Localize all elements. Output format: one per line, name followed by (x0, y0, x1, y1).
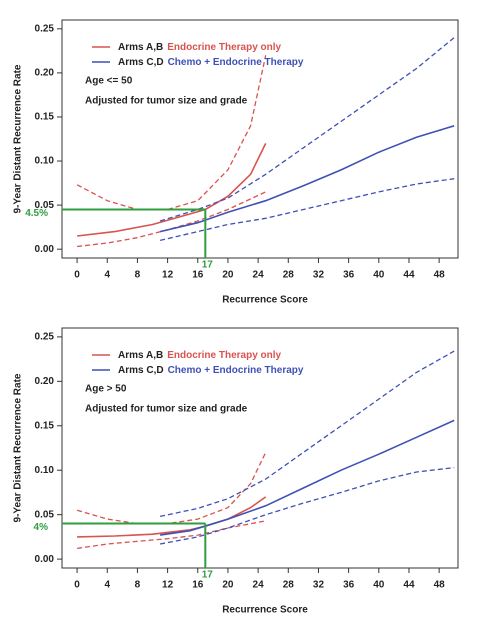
x-tick-label: 44 (403, 270, 415, 281)
legend-group: Arms C,D (118, 365, 164, 376)
x-tick-label: 4 (104, 270, 110, 281)
y-tick-label: 0.20 (35, 68, 55, 79)
x-tick-label: 8 (135, 270, 141, 281)
reference-x-label: 17 (202, 260, 214, 271)
x-tick-label: 40 (373, 580, 385, 591)
x-tick-label: 40 (373, 270, 385, 281)
x-tick-label: 4 (104, 580, 110, 591)
series-line (159, 178, 455, 242)
legend-group: Arms A,B (118, 42, 163, 53)
series-line (159, 125, 455, 233)
legend-entry: Arms C,D Chemo + Endocrine Therapy (118, 57, 304, 68)
y-tick-label: 0.00 (35, 244, 55, 255)
x-tick-label: 12 (162, 270, 174, 281)
x-tick-label: 48 (434, 580, 446, 591)
annotation: Age > 50 (85, 384, 127, 395)
x-tick-label: 20 (222, 270, 234, 281)
y-axis-label: 9-Year Distant Recurrence Rate (13, 64, 24, 213)
x-tick-label: 28 (283, 270, 295, 281)
y-tick-label: 0.25 (35, 332, 55, 343)
legend-entry: Arms A,B Endocrine Therapy only (118, 42, 282, 53)
x-tick-label: 36 (343, 580, 355, 591)
x-tick-label: 8 (135, 580, 141, 591)
x-tick-label: 24 (253, 270, 265, 281)
legend-group: Arms A,B (118, 350, 163, 361)
legend-treatment: Endocrine Therapy only (167, 42, 281, 53)
series-line (159, 350, 455, 518)
x-axis-label: Recurrence Score (222, 605, 308, 616)
plot-frame (61, 19, 459, 259)
y-tick-label: 0.15 (35, 112, 55, 123)
reference-y-label: 4% (34, 522, 49, 533)
x-tick-label: 44 (403, 580, 415, 591)
annotation: Adjusted for tumor size and grade (85, 404, 248, 415)
series-line (77, 496, 267, 538)
reference-x-label: 17 (202, 570, 214, 581)
series-line (77, 143, 267, 237)
legend-treatment: Endocrine Therapy only (167, 350, 281, 361)
series-line (76, 55, 267, 211)
reference-y-label: 4.5% (25, 208, 48, 219)
series-line (159, 37, 455, 222)
legend-treatment: Chemo + Endocrine Therapy (168, 57, 304, 68)
x-tick-label: 16 (192, 270, 204, 281)
series-line (77, 520, 266, 550)
legend-entry: Arms A,B Endocrine Therapy only (118, 350, 282, 361)
x-tick-label: 12 (162, 580, 174, 591)
y-tick-label: 0.15 (35, 420, 55, 431)
annotation: Adjusted for tumor size and grade (85, 96, 248, 107)
y-tick-label: 0.10 (35, 465, 55, 476)
legend-treatment: Chemo + Endocrine Therapy (168, 365, 304, 376)
series-line (76, 452, 267, 525)
annotation: Age <= 50 (85, 76, 133, 87)
y-tick-label: 0.20 (35, 376, 55, 387)
plot-frame (61, 327, 459, 569)
x-tick-label: 32 (313, 270, 325, 281)
x-tick-label: 28 (283, 580, 295, 591)
x-tick-label: 20 (222, 580, 234, 591)
x-tick-label: 48 (434, 270, 446, 281)
series-line (159, 419, 455, 536)
legend-group: Arms C,D (118, 57, 164, 68)
x-axis-label: Recurrence Score (222, 295, 308, 306)
y-axis-label: 9-Year Distant Recurrence Rate (13, 373, 24, 522)
y-tick-label: 0.05 (35, 200, 55, 211)
y-tick-label: 0.00 (35, 554, 55, 565)
x-tick-label: 32 (313, 580, 325, 591)
x-tick-label: 16 (192, 580, 204, 591)
x-tick-label: 0 (74, 270, 80, 281)
series-line (159, 466, 455, 545)
x-tick-label: 36 (343, 270, 355, 281)
y-tick-label: 0.05 (35, 509, 55, 520)
y-tick-label: 0.10 (35, 156, 55, 167)
legend-entry: Arms C,D Chemo + Endocrine Therapy (118, 365, 304, 376)
x-tick-label: 24 (253, 580, 265, 591)
y-tick-label: 0.25 (35, 23, 55, 34)
x-tick-label: 0 (74, 580, 80, 591)
